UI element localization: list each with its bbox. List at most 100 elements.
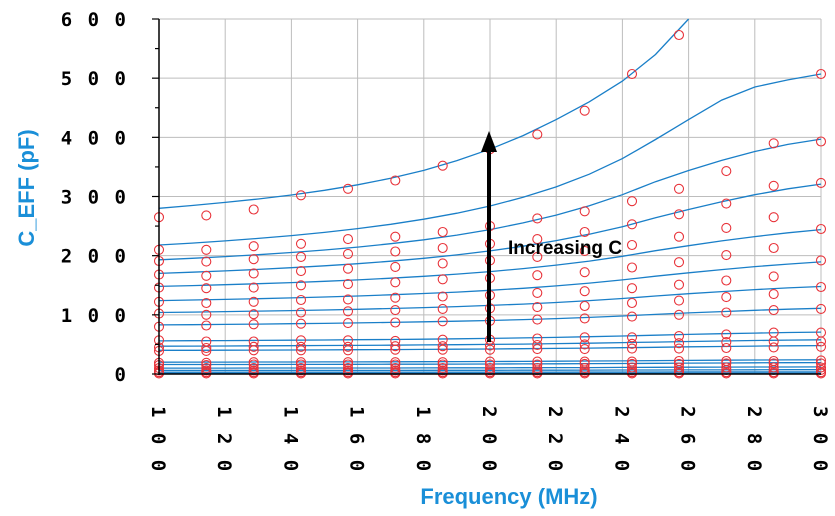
data-point [721, 362, 732, 373]
data-point [201, 342, 212, 354]
data-point [768, 271, 779, 282]
data-point [390, 175, 401, 186]
data-point [815, 255, 827, 266]
data-point [437, 274, 448, 285]
data-point [390, 292, 401, 303]
data-point [248, 254, 259, 265]
data-point [532, 314, 543, 325]
data-point [248, 241, 259, 252]
data-point [721, 275, 732, 286]
x-tick-label: 2 0 0 [478, 406, 500, 473]
data-point [815, 223, 827, 235]
data-point [248, 341, 259, 352]
x-tick-label: 1 4 0 [279, 406, 301, 473]
data-point [768, 138, 779, 149]
data-point [626, 332, 638, 343]
data-point [201, 363, 212, 374]
data-point [437, 291, 448, 302]
increasing-c-arrow [481, 131, 497, 342]
data-point [295, 345, 307, 356]
data-point [248, 204, 259, 215]
data-point [673, 331, 685, 342]
data-point [201, 345, 212, 356]
data-point [815, 303, 827, 314]
y-axis-title: C_EFF (pF) [14, 129, 39, 246]
x-tick-label: 2 8 0 [743, 406, 765, 473]
data-point [532, 270, 543, 281]
data-point [342, 318, 354, 329]
data-point [626, 239, 638, 251]
data-point [342, 294, 354, 305]
data-point [768, 242, 779, 254]
data-point [673, 309, 685, 320]
data-point [342, 357, 354, 368]
data-point [768, 362, 779, 373]
data-point [579, 300, 590, 312]
data-point [626, 283, 638, 294]
data-point [390, 231, 401, 242]
data-point [342, 234, 354, 245]
data-point [532, 234, 543, 245]
series-line-15 [159, 369, 821, 372]
x-tick-label: 3 0 0 [809, 406, 831, 473]
data-point [437, 363, 448, 374]
y-tick-label: 0 [115, 364, 128, 386]
data-point [295, 294, 307, 306]
data-point [815, 177, 827, 188]
y-tick-label: 6 0 0 [61, 9, 128, 31]
data-point [342, 306, 354, 317]
x-axis-title: Frequency (MHz) [420, 484, 597, 509]
data-point [815, 68, 827, 80]
data-point [390, 344, 401, 355]
data-point [248, 319, 259, 330]
data-point [579, 226, 590, 238]
data-point [201, 320, 212, 331]
data-point [295, 266, 307, 277]
data-point [815, 362, 827, 373]
data-point [532, 302, 543, 313]
data-point [342, 341, 354, 352]
data-point [342, 279, 354, 290]
measured-markers [153, 29, 827, 379]
data-point [390, 317, 401, 328]
y-tick-label: 1 0 0 [61, 305, 128, 327]
data-point [437, 316, 448, 327]
data-point [295, 357, 307, 368]
data-point [673, 183, 685, 194]
data-point [721, 292, 732, 303]
data-point [532, 344, 543, 355]
data-point [342, 345, 354, 356]
data-point [626, 311, 638, 322]
data-point [342, 248, 354, 259]
data-point [437, 160, 448, 171]
data-point [815, 281, 827, 293]
y-tick-label: 3 0 0 [61, 187, 128, 209]
data-point [437, 341, 448, 352]
data-point [626, 196, 638, 207]
data-point [342, 263, 354, 274]
data-point [201, 283, 212, 294]
data-point [673, 209, 685, 220]
data-point [768, 212, 779, 223]
data-point [579, 267, 590, 278]
data-point [579, 206, 590, 217]
plot-frame [152, 18, 821, 375]
data-point [295, 307, 307, 318]
data-point [248, 268, 259, 279]
data-point [201, 270, 212, 281]
data-point [721, 337, 732, 348]
data-point [390, 305, 401, 316]
x-tick-label: 2 2 0 [544, 406, 566, 473]
data-point [342, 363, 354, 374]
x-tick-label: 1 8 0 [412, 406, 434, 473]
data-point [815, 341, 827, 352]
y-tick-label: 4 0 0 [61, 127, 128, 149]
data-point [721, 329, 732, 340]
data-point [815, 336, 827, 347]
data-point [342, 183, 354, 194]
data-point [673, 257, 685, 268]
data-point [201, 244, 212, 255]
data-point [390, 246, 401, 257]
data-point [626, 338, 638, 349]
data-point [437, 226, 448, 238]
